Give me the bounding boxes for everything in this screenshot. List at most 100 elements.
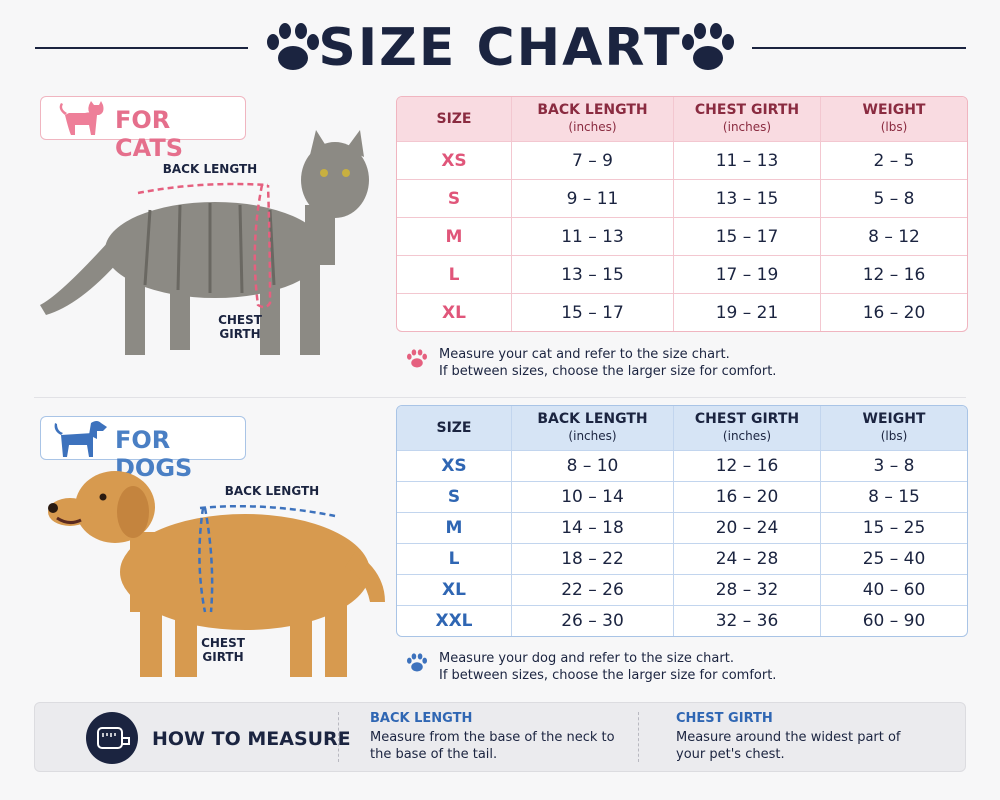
value-cell: 16 – 20 [862, 302, 926, 323]
item-title: BACK LENGTH [370, 711, 473, 726]
value-cell: 24 – 28 [674, 544, 821, 575]
size-cell: S [397, 482, 512, 513]
header-row: SIZE BACK LENGTH (inches) CHEST GIRTH (inche… [397, 97, 967, 142]
value-cell: 8 – 12 [821, 218, 967, 256]
size-table: SIZE BACK LENGTH (inches) CHEST GIRTH (inche… [396, 96, 968, 332]
header-unit: (inches) [568, 120, 617, 134]
value-cell: 11 – 13 [674, 142, 821, 180]
header-cell: SIZE [397, 406, 512, 451]
measure-label-line: GIRTH [202, 650, 244, 664]
header-label: BACK LENGTH [537, 411, 648, 427]
title-rule [752, 47, 966, 49]
measure-label: BACK LENGTH [224, 484, 320, 498]
dog-icon [54, 421, 107, 457]
value-cell: 12 – 16 [821, 256, 967, 294]
note-line: If between sizes, choose the larger size… [439, 668, 777, 683]
header-cell: BACK LENGTH (inches) [512, 406, 674, 451]
how-to-title: HOW TO MEASURE [152, 728, 351, 750]
value-cell: 7 – 9 [512, 142, 674, 180]
header-unit: (inches) [722, 120, 772, 134]
section-heading: FOR CATS [40, 96, 246, 162]
note: Measure your dog and refer to the size c… [439, 650, 776, 684]
header-cell: WEIGHT (lbs) [821, 406, 967, 451]
item-text: Measure around the widest part of your p… [676, 729, 901, 763]
value-cell: 8 – 10 [512, 451, 674, 482]
value-cell: 3 – 8 [821, 451, 967, 482]
value-cell: 17 – 19 [674, 256, 821, 294]
header-row: SIZE BACK LENGTH (inches) CHEST GIRTH (inche… [397, 406, 967, 451]
header-label: BACK LENGTH [537, 102, 648, 118]
paw-icon [682, 23, 734, 70]
page-title: SIZE CHART [318, 18, 682, 78]
size-cell: XS [397, 451, 512, 482]
value-cell: 13 – 15 [512, 256, 674, 294]
note-line: Measure your dog and refer to the size c… [439, 651, 734, 666]
table-row: L 18 – 22 24 – 28 25 – 40 [397, 544, 967, 575]
header-unit: (inches) [722, 429, 772, 443]
separator [638, 712, 639, 762]
item-title: CHEST GIRTH [676, 711, 773, 726]
cat-icon [59, 101, 104, 135]
header-label: WEIGHT [862, 411, 926, 427]
value-cell: 14 – 18 [512, 513, 674, 544]
table-row: S 10 – 14 16 – 20 8 – 15 [397, 482, 967, 513]
item-text-line: the base of the tail. [370, 747, 498, 762]
value-cell: 5 – 8 [821, 180, 967, 218]
size-cell: L [397, 544, 512, 575]
separator [338, 712, 339, 762]
value-cell: 9 – 11 [512, 180, 674, 218]
paw-icon [407, 653, 427, 672]
tape-icon [86, 712, 138, 764]
value-cell: 26 – 30 [512, 606, 674, 636]
size-cell: XXL [397, 606, 512, 636]
header-label: CHEST GIRTH [694, 102, 800, 118]
header-label: SIZE [436, 110, 472, 127]
value-cell: 2 – 5 [821, 142, 967, 180]
table-row: M 14 – 18 20 – 24 15 – 25 [397, 513, 967, 544]
value-cell: 15 – 25 [821, 513, 967, 544]
header-cell: CHEST GIRTH (inches) [674, 406, 821, 451]
header-unit: (inches) [568, 429, 617, 443]
value-cell: 20 – 24 [674, 513, 821, 544]
size-cell: L [397, 256, 512, 294]
measure-label-line: CHEST [218, 313, 262, 327]
table-row: M 11 – 13 15 – 17 8 – 12 [397, 218, 967, 256]
how-to-item: BACK LENGTH Measure from the base of the… [370, 711, 615, 763]
dog-illustration [48, 471, 385, 677]
value-cell: 25 – 40 [821, 544, 967, 575]
header-unit: (lbs) [880, 429, 908, 443]
table-row: XS 7 – 9 11 – 13 2 – 5 [397, 142, 967, 180]
how-to-panel [34, 702, 966, 772]
header-unit: (lbs) [880, 120, 908, 134]
item-text: Measure from the base of the neck to the… [370, 729, 615, 763]
value-cell: 12 – 16 [674, 451, 821, 482]
item-text-line: Measure around the widest part of [676, 730, 901, 745]
size-table: SIZE BACK LENGTH (inches) CHEST GIRTH (inche… [396, 405, 968, 637]
size-cell: M [397, 513, 512, 544]
item-text-line: Measure from the base of the neck to [370, 730, 615, 745]
value-cell: 15 – 17 [512, 294, 674, 331]
measure-label: CHEST GIRTH [193, 636, 253, 664]
value-cell: 22 – 26 [512, 575, 674, 606]
paw-icon [267, 23, 319, 70]
how-to-item: CHEST GIRTH Measure around the widest pa… [676, 711, 901, 763]
table-row: XXL 26 – 30 32 – 36 60 – 90 [397, 606, 967, 636]
table-row: L 13 – 15 17 – 19 12 – 16 [397, 256, 967, 294]
header-label: CHEST GIRTH [694, 411, 800, 427]
measure-label: CHEST GIRTH [210, 313, 270, 341]
paw-icon [407, 349, 427, 368]
value-cell: 11 – 13 [512, 218, 674, 256]
header-label: WEIGHT [862, 102, 926, 118]
measure-label: BACK LENGTH [162, 162, 258, 176]
header-cell: BACK LENGTH (inches) [512, 97, 674, 142]
section-heading: FOR DOGS [40, 416, 246, 482]
table-row: XS 8 – 10 12 – 16 3 – 8 [397, 451, 967, 482]
value-cell: 15 – 17 [674, 218, 821, 256]
value-cell: 16 – 20 [674, 482, 821, 513]
value-cell: 13 – 15 [674, 180, 821, 218]
header-label: SIZE [436, 419, 472, 436]
section-divider [34, 397, 966, 398]
value-cell: 60 – 90 [862, 611, 926, 631]
value-cell: 8 – 15 [821, 482, 967, 513]
